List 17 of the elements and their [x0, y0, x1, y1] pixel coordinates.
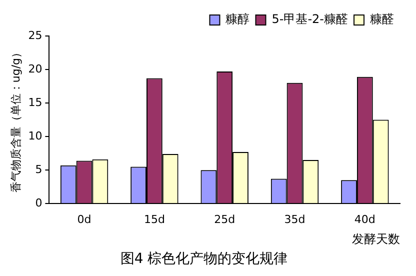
y-tick-label: 5 — [35, 162, 42, 176]
x-tick-label: 35d — [284, 213, 306, 226]
x-tick-label: 40d — [354, 213, 376, 226]
x-tick-label: 15d — [144, 213, 165, 226]
legend-label: 5-甲基-2-糠醛 — [272, 12, 348, 26]
y-tick-label: 20 — [28, 62, 42, 76]
legend-label: 糠醛 — [370, 12, 394, 26]
legend-label: 糠醇 — [226, 12, 250, 26]
x-tick-label: 0d — [77, 213, 92, 226]
x-axis-title: 发酵天数 — [352, 232, 400, 246]
x-tick-label: 25d — [214, 213, 236, 226]
y-tick-label: 10 — [28, 129, 42, 142]
y-tick-label: 15 — [28, 96, 42, 109]
y-axis-title: 香气物质含量（单位：ug/g） — [9, 46, 22, 193]
y-tick-label: 0 — [35, 196, 42, 210]
y-tick-label: 25 — [28, 28, 42, 42]
text: 图4 棕色化产物的变化规律 — [120, 251, 288, 268]
